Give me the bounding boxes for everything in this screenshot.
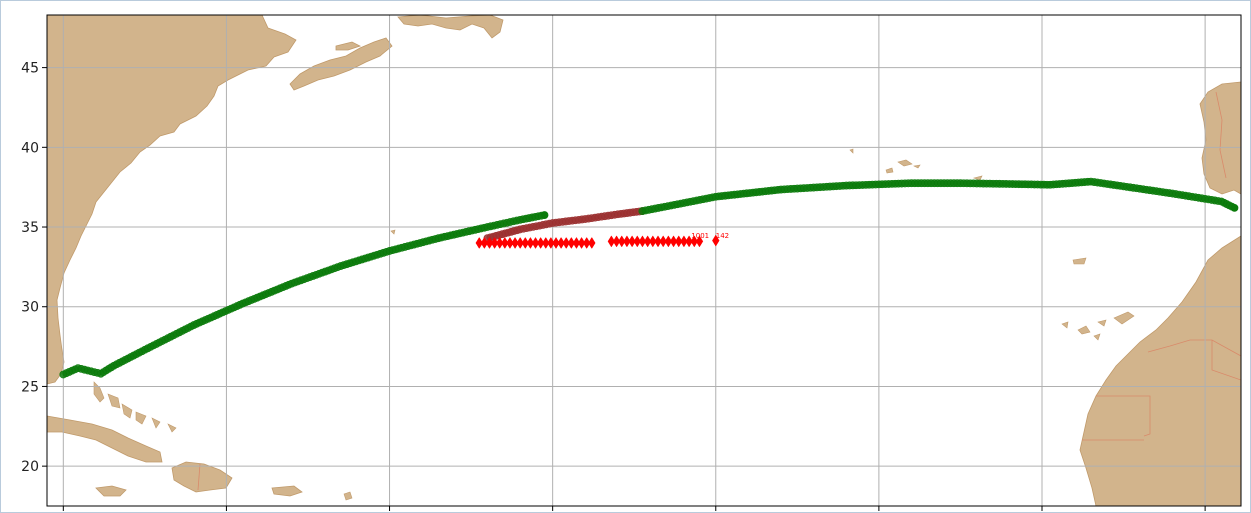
border-portugal-spain: [1215, 91, 1227, 179]
observation-markers: [475, 234, 720, 249]
observation-marker: [675, 235, 683, 248]
observation-marker: [506, 236, 514, 249]
observation-marker: [582, 236, 591, 249]
observation-marker: [552, 236, 560, 249]
observation-marker: [572, 236, 581, 249]
observation-marker: [531, 236, 540, 249]
observation-marker: [638, 235, 647, 248]
observation-marker: [496, 236, 504, 249]
observation-marker: [659, 235, 667, 248]
route-track: [59, 177, 1239, 379]
observation-marker: [633, 235, 641, 248]
data-label: 1001: [691, 232, 709, 240]
observation-marker: [577, 236, 586, 249]
observation-marker: [664, 235, 673, 248]
observation-marker: [612, 235, 621, 248]
observation-marker: [557, 236, 565, 249]
observation-marker: [542, 236, 550, 249]
route-point: [1230, 203, 1239, 212]
landmass-newfoundland: [397, 15, 504, 39]
observation-marker: [669, 235, 678, 248]
gridlines: [47, 15, 1241, 506]
observation-marker: [501, 236, 509, 249]
landmass-pei: [335, 41, 362, 51]
observation-marker: [490, 236, 499, 249]
observation-marker: [649, 235, 657, 248]
y-tick-label: 35: [21, 220, 39, 236]
axes-frame: [46, 14, 1242, 507]
landmass-africa: [1079, 235, 1241, 506]
observation-marker: [521, 236, 529, 249]
y-tick-label: 45: [21, 61, 39, 77]
observation-marker: [562, 236, 570, 249]
landmass-north-america: [47, 15, 297, 385]
border-hispaniola: [197, 463, 201, 491]
observation-marker: [680, 235, 688, 248]
route-point: [540, 211, 549, 219]
landmass-caribbean-islet: [343, 491, 353, 501]
observation-marker: [588, 236, 596, 249]
observation-marker: [567, 236, 576, 249]
annotations: 1001 142: [691, 232, 729, 240]
data-label: 142: [716, 232, 729, 240]
observation-marker: [480, 236, 489, 249]
observation-marker: [643, 235, 652, 248]
x-axis: [62, 506, 1206, 511]
observation-marker: [628, 235, 636, 248]
observation-marker: [618, 235, 626, 248]
landmass-azores: [849, 148, 983, 181]
landmass-madeira: [1072, 257, 1087, 265]
observation-marker: [712, 234, 720, 247]
observation-marker: [536, 236, 545, 249]
landmass-bahamas: [93, 381, 177, 433]
landmass-nova-scotia: [289, 37, 393, 91]
landmass-puerto-rico: [271, 485, 303, 497]
observation-marker: [623, 235, 631, 248]
landmass-jamaica: [95, 485, 127, 497]
observation-marker: [485, 236, 494, 249]
observation-marker: [654, 235, 662, 248]
observation-marker: [690, 235, 698, 248]
landmass-bermuda: [390, 229, 396, 235]
landmass-canary-islands: [1061, 311, 1135, 341]
y-tick-label: 40: [21, 140, 39, 156]
observation-marker: [475, 236, 483, 249]
observation-marker: [511, 236, 519, 249]
y-tick-label: 20: [21, 459, 39, 475]
y-axis: 20 25 30 35 40 45: [21, 61, 47, 475]
borders-africa: [1082, 339, 1241, 441]
observation-marker: [547, 236, 555, 249]
y-tick-label: 30: [21, 300, 39, 316]
observation-marker: [607, 235, 616, 248]
land-layer: [47, 15, 1241, 506]
y-tick-label: 25: [21, 379, 39, 395]
landmass-cuba: [47, 415, 163, 463]
observation-marker: [526, 236, 535, 249]
observation-marker: [685, 235, 693, 248]
observation-marker: [695, 235, 704, 248]
observation-marker: [516, 236, 524, 249]
